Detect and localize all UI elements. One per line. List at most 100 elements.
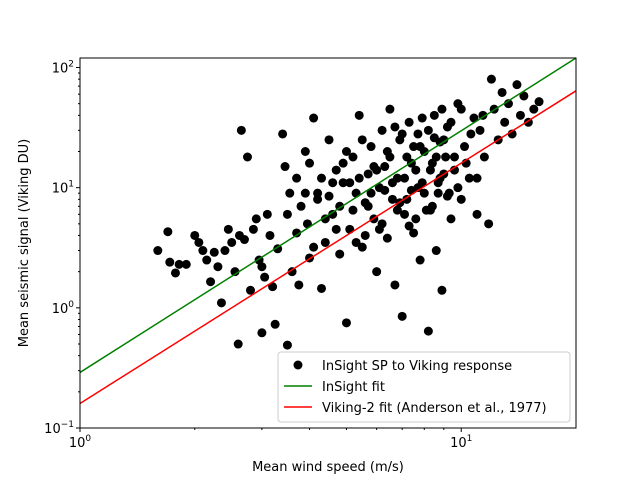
scatter-point: [456, 194, 466, 204]
scatter-point: [377, 125, 387, 135]
scatter-point: [357, 135, 367, 145]
y-axis-label: Mean seismic signal (Viking DU): [17, 139, 32, 348]
scatter-point: [357, 242, 367, 252]
scatter-point: [320, 237, 330, 247]
scatter-point: [348, 205, 358, 215]
scatter-point: [515, 110, 525, 120]
scatter-point: [464, 173, 474, 183]
scatter-point: [431, 246, 441, 256]
scatter-point: [285, 188, 295, 198]
scatter-point: [529, 104, 539, 114]
scatter-point: [354, 110, 364, 120]
scatter-point: [317, 173, 327, 183]
scatter-point: [437, 285, 447, 295]
scatter-point: [317, 283, 327, 293]
scatter-point: [331, 224, 341, 234]
scatter-point: [380, 162, 390, 172]
scatter-point: [198, 246, 208, 256]
scatter-point: [460, 142, 470, 152]
scatter-point: [223, 224, 233, 234]
scatter-point: [374, 224, 384, 234]
scatter-point: [292, 228, 302, 238]
scatter-point: [404, 221, 414, 231]
scatter-point: [305, 158, 315, 168]
scatter-point: [466, 129, 476, 139]
scatter-point: [278, 129, 288, 139]
scatter-point: [328, 178, 338, 188]
scatter-point: [397, 311, 407, 321]
scatter-point: [404, 117, 414, 127]
x-tick-label: 101: [450, 434, 472, 451]
scatter-point: [400, 209, 410, 219]
scatter-point: [472, 209, 482, 219]
scatter-point: [369, 162, 379, 172]
scatter-point: [174, 259, 184, 269]
legend-label-scatter: InSight SP to Viking response: [322, 359, 512, 374]
scatter-point: [227, 237, 237, 247]
scatter-point: [534, 97, 544, 107]
scatter-point: [216, 298, 226, 308]
scatter-point: [429, 110, 439, 120]
scatter-point: [479, 152, 489, 162]
scatter-point: [419, 188, 429, 198]
scatter-point: [392, 205, 402, 215]
scatter-point: [497, 87, 507, 97]
scatter-point: [415, 142, 425, 152]
scatter-point: [449, 165, 459, 175]
scatter-point: [287, 267, 297, 277]
y-tick-label: 102: [52, 60, 74, 77]
scatter-point: [239, 235, 249, 245]
scatter-point: [372, 267, 382, 277]
scatter-point: [338, 158, 348, 168]
scatter-point: [248, 224, 258, 234]
scatter-point: [453, 183, 463, 193]
scatter-point: [444, 188, 454, 198]
scatter-point: [268, 282, 278, 292]
legend: InSight SP to Viking response InSight fi…: [277, 351, 571, 423]
legend-marker-scatter: [293, 360, 303, 370]
scatter-point: [366, 188, 376, 198]
legend-label-viking-fit: Viking-2 fit (Anderson et al., 1977): [322, 401, 547, 416]
scatter-point: [236, 125, 246, 135]
scatter-point: [300, 188, 310, 198]
scatter-point: [282, 340, 292, 350]
scatter-point: [345, 224, 355, 234]
scatter-point: [354, 173, 364, 183]
scatter-point: [441, 152, 451, 162]
scatter-point: [230, 267, 240, 277]
scatter-point: [220, 246, 230, 256]
scatter-point: [262, 209, 272, 219]
scatter-point: [433, 188, 443, 198]
scatter-point: [385, 104, 395, 114]
scatter-point: [313, 188, 323, 198]
scatter-point: [296, 201, 306, 211]
scatter-point: [181, 259, 191, 269]
scatter-point: [280, 162, 290, 172]
scatter-point: [251, 214, 261, 224]
scatter-point: [351, 237, 361, 247]
scatter-point: [387, 194, 397, 204]
scatter-point: [415, 255, 425, 265]
scatter-point: [387, 178, 397, 188]
scatter-point: [366, 142, 376, 152]
scatter-point: [324, 191, 334, 201]
x-axis-label: Mean wind speed (m/s): [252, 460, 404, 475]
y-tick-label: 100: [52, 300, 75, 317]
scatter-point: [512, 80, 522, 90]
scatter-point: [500, 117, 510, 127]
scatter-point: [390, 122, 400, 132]
y-tick-label: 10−1: [44, 420, 74, 437]
scatter-point: [324, 135, 334, 145]
scatter-point: [433, 178, 443, 188]
scatter-point: [417, 113, 427, 123]
scatter-point: [209, 247, 219, 257]
scatter-point: [472, 173, 482, 183]
scatter-point: [402, 152, 412, 162]
scatter-point: [320, 214, 330, 224]
scatter-point: [190, 230, 200, 240]
scatter-point: [309, 113, 319, 123]
scatter-point: [153, 246, 163, 256]
scatter-point: [165, 257, 175, 267]
scatter-point: [351, 188, 361, 198]
scatter-point: [363, 169, 373, 179]
